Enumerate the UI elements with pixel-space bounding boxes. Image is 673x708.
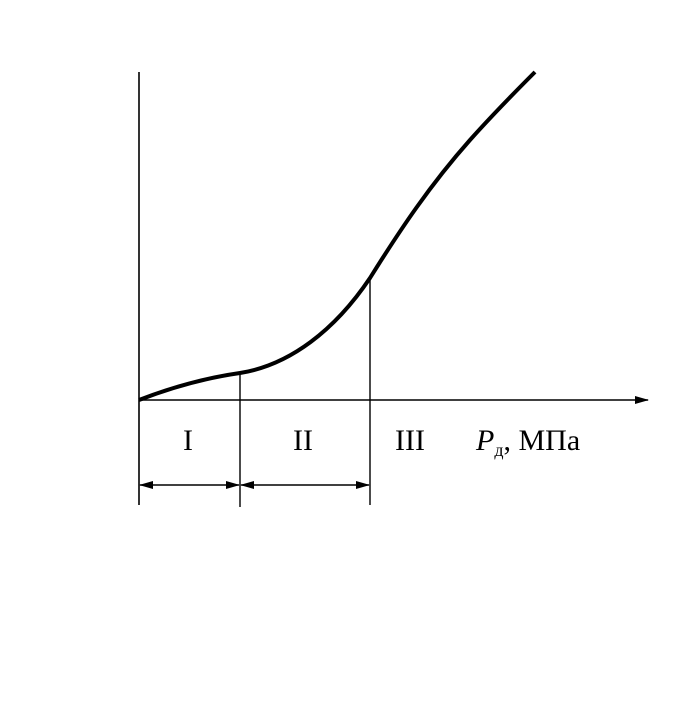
- axis-unit: , МПа: [504, 424, 581, 457]
- region-label: I: [183, 424, 193, 457]
- axis-label: Pд, МПа: [475, 424, 580, 460]
- axis-symbol: P: [475, 424, 494, 457]
- axis-subscript: д: [494, 440, 503, 460]
- region-label: III: [395, 424, 425, 457]
- curve: [138, 70, 537, 402]
- region-label: II: [293, 424, 313, 457]
